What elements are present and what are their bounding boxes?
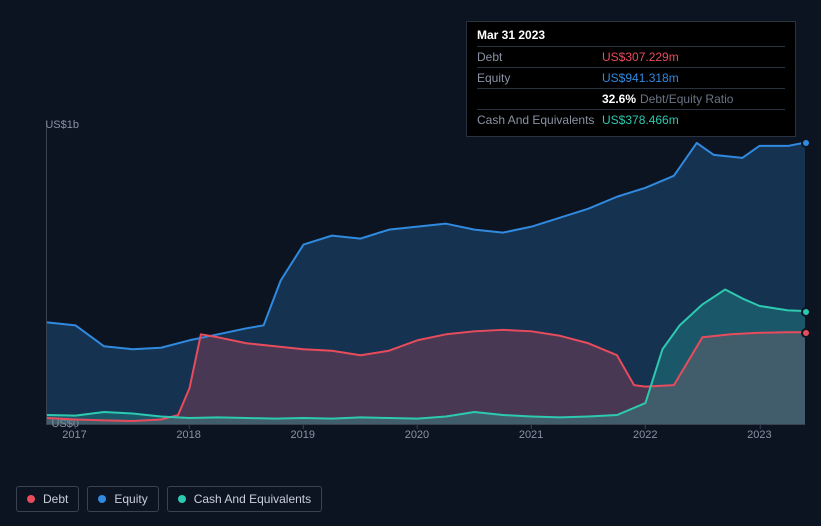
x-axis-tick: 2022 [633,429,657,441]
legend-item-cash[interactable]: Cash And Equivalents [167,486,322,512]
legend-item-debt[interactable]: Debt [16,486,79,512]
x-axis-tick: 2023 [747,429,771,441]
legend-dot-icon [98,495,106,503]
x-axis: 2017 2018 2019 2020 2021 2022 2023 [46,425,805,445]
tooltip-label: Equity [477,71,602,85]
chart-area: US$1b US$0 2017 2018 2019 2020 2021 2022 2023 [16,125,805,445]
x-axis-tick: 2021 [519,429,543,441]
legend-dot-icon [178,495,186,503]
tooltip-row-ratio: 32.6% Debt/Equity Ratio [477,88,785,109]
legend-dot-icon [27,495,35,503]
legend-label: Debt [43,492,68,506]
chart-plot[interactable]: US$1b US$0 [46,125,805,425]
chart-svg [47,125,805,424]
x-axis-tick: 2018 [176,429,200,441]
x-axis-tick: 2020 [405,429,429,441]
tooltip-label: Debt [477,50,602,64]
tooltip-date: Mar 31 2023 [477,28,785,46]
x-axis-tick: 2019 [291,429,315,441]
legend-label: Equity [114,492,147,506]
legend-label: Cash And Equivalents [194,492,311,506]
tooltip-label [477,92,602,106]
series-end-marker [801,328,811,338]
tooltip-value: US$941.318m [602,71,679,85]
chart-legend: Debt Equity Cash And Equivalents [16,486,322,512]
tooltip-row-equity: Equity US$941.318m [477,67,785,88]
chart-tooltip: Mar 31 2023 Debt US$307.229m Equity US$9… [466,21,796,137]
legend-item-equity[interactable]: Equity [87,486,158,512]
tooltip-value: US$307.229m [602,50,679,64]
series-end-marker [801,307,811,317]
tooltip-value: Debt/Equity Ratio [640,92,733,106]
tooltip-row-debt: Debt US$307.229m [477,46,785,67]
series-end-marker [801,138,811,148]
x-axis-tick: 2017 [62,429,86,441]
tooltip-value: 32.6% [602,92,636,106]
